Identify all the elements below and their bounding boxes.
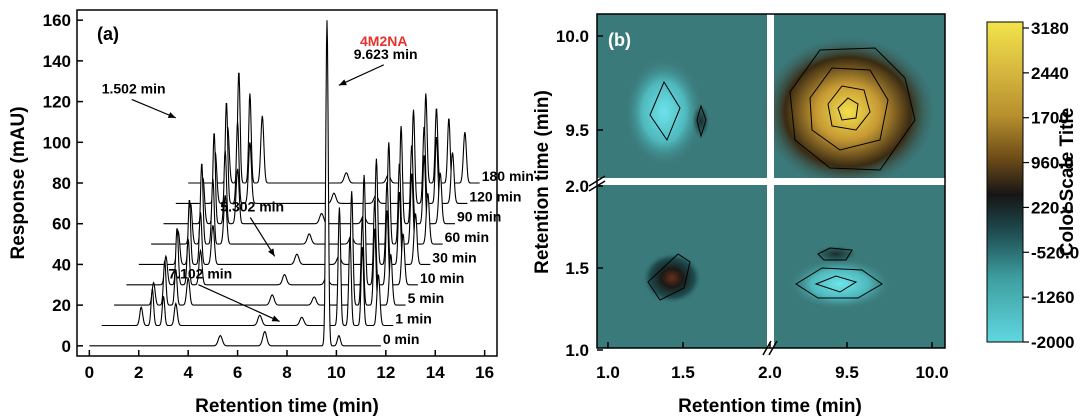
y-tick-label: 1.5 [565,259,589,278]
contour-top-right-core [837,97,859,121]
series-label: 1 min [395,310,432,326]
contour-bottom-right-inner [814,275,858,293]
series-label: 10 min [420,270,464,286]
series-label: 0 min [383,331,420,347]
peak-annotation: 7.102 min [168,266,232,282]
y-tick-label: 100 [43,133,71,152]
chromatogram-traces [89,20,480,347]
y-tick-label: 2.0 [565,177,589,196]
peak-annotation: 1.502 min [102,80,166,96]
contour-top-right-mid [809,67,889,151]
y-tick-label: 140 [43,52,71,71]
x-tick-label: 1.5 [671,363,695,382]
x-tick-label: 8 [282,363,291,382]
blob-bottom-right-cyan [788,258,892,310]
blob-top-right-yellow [758,34,938,190]
x-tick-label: 10.0 [915,363,948,382]
blob-top-left-cyan [624,57,704,167]
annotation-arrowhead [268,248,275,257]
series-label: 180 min [482,168,534,184]
x-tick-label: 4 [183,363,193,382]
panel-b-y-title: Retention time (min) [532,90,553,274]
colorbar-tick-label: -2000 [1031,333,1074,352]
y-tick-label: 0 [62,337,71,356]
contour-bottom-left [647,253,691,301]
trace-line [101,207,394,327]
y-tick-label: 20 [52,296,71,315]
colorbar-tick-label: -520.0 [1031,243,1079,262]
contour-top-left-small [696,104,707,138]
annotation-arrow [249,217,276,257]
axis-break-horizontal [597,178,945,185]
panel-a-x-title: Retention time (min) [195,396,379,417]
colorbar-tick-label: -1260 [1031,288,1074,307]
series-label: 30 min [432,249,476,265]
annotation-arrowhead [167,112,176,118]
y-tick-label: 9.5 [565,121,589,140]
colorbar-tick-label: 3180 [1031,19,1069,38]
y-tick-label: 1.0 [565,341,589,360]
colorbar-tick-label: 2440 [1031,64,1069,83]
peak-annotation: 9.623 min [354,46,418,62]
contour-top-left [649,80,681,142]
trace-line [89,20,381,347]
panel-a-y-title: Response (mAU) [8,106,29,259]
heatmap-blobs [624,34,938,310]
contour-top-right-outer [789,47,916,171]
annotation-arrowhead [338,79,347,86]
colorbar-ticks: 3180 2440 1700 960.0 220.0 -520.0 -1260 -2000 [1023,19,1079,352]
x-tick-label: 0 [85,363,94,382]
y-tick-label: 120 [43,93,71,112]
contour-bottom-right-outer [795,267,883,299]
series-label: 5 min [408,290,445,306]
panel-a-label: (a) [97,24,119,44]
x-tick-label: 16 [475,363,494,382]
colorbar-tick-label: 220.0 [1031,198,1074,217]
peak-annotation: 5.302 min [220,198,284,214]
trace-line [126,174,418,286]
colorbar-tick-label: 1700 [1031,109,1069,128]
y-tick-label: 80 [52,174,71,193]
y-tick-label: 10.0 [556,27,589,46]
annotation-arrow [198,284,280,322]
x-tick-label: 6 [233,363,242,382]
panel-b-label: (b) [608,30,631,50]
colorbar-title: Color Scale Title [1057,108,1078,257]
colorbar [986,21,1024,343]
annotation-arrowhead [271,315,280,322]
panel-b-x-title: Retention time (min) [678,396,862,417]
colorbar-tick-label: 960.0 [1031,154,1074,173]
x-tick-label: 9.5 [835,363,859,382]
annotation-arrow [131,98,177,119]
series-label: 60 min [445,229,489,245]
panel-b-ticks: 1.0 1.5 2.0 9.5 10.0 1.0 1.5 2.0 9.5 10.0 [556,27,949,382]
contour-top-right-inner [827,85,871,131]
x-tick-label: 1.0 [596,363,620,382]
x-tick-label: 2.0 [758,363,782,382]
series-label: 90 min [457,209,501,225]
y-tick-label: 60 [52,215,71,234]
panel-b-heatmap: 1.0 1.5 2.0 9.5 10.0 1.0 1.5 2.0 9.5 10.0 (b) Ret… [532,13,1079,417]
x-tick-label: 12 [376,363,395,382]
x-tick-label: 10 [327,363,346,382]
series-labels: 0 min 1 min 5 min 10 min 30 min 60 min 90 min 1… [383,168,534,347]
annotation-arrow [338,64,384,86]
blob-bottom-left-dark [642,252,702,304]
highlight-label-4m2na: 4M2NA [360,33,407,49]
series-label: 120 min [469,188,521,204]
x-tick-label: 14 [426,363,445,382]
contour-bottom-right-small [817,247,853,261]
panel-a-annotations: 1.502 min 9.623 min 5.302 min 7.102 min [102,46,418,322]
blob-top-left-dark [692,103,710,139]
x-tick-label: 2 [134,363,143,382]
y-tick-label: 40 [52,255,71,274]
y-tick-label: 160 [43,11,71,30]
